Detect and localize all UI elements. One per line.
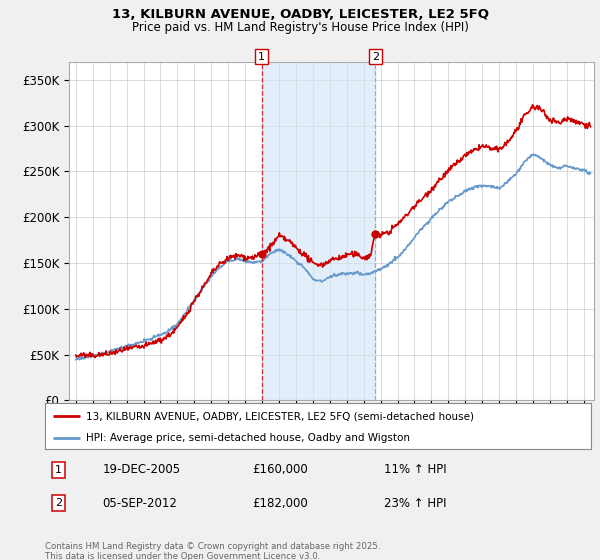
Bar bbox=[262, 62, 375, 400]
Text: Price paid vs. HM Land Registry's House Price Index (HPI): Price paid vs. HM Land Registry's House … bbox=[131, 21, 469, 34]
Text: £160,000: £160,000 bbox=[253, 463, 308, 476]
Text: Contains HM Land Registry data © Crown copyright and database right 2025.
This d: Contains HM Land Registry data © Crown c… bbox=[45, 542, 380, 560]
Text: £182,000: £182,000 bbox=[253, 497, 308, 510]
Text: 23% ↑ HPI: 23% ↑ HPI bbox=[383, 497, 446, 510]
Text: 11% ↑ HPI: 11% ↑ HPI bbox=[383, 463, 446, 476]
Text: 2: 2 bbox=[55, 498, 62, 508]
Text: 05-SEP-2012: 05-SEP-2012 bbox=[103, 497, 177, 510]
Text: HPI: Average price, semi-detached house, Oadby and Wigston: HPI: Average price, semi-detached house,… bbox=[86, 433, 410, 442]
Text: 2: 2 bbox=[371, 52, 379, 62]
Text: 13, KILBURN AVENUE, OADBY, LEICESTER, LE2 5FQ: 13, KILBURN AVENUE, OADBY, LEICESTER, LE… bbox=[112, 8, 488, 21]
Text: 1: 1 bbox=[55, 465, 62, 475]
Text: 19-DEC-2005: 19-DEC-2005 bbox=[103, 463, 181, 476]
Text: 1: 1 bbox=[258, 52, 265, 62]
Text: 13, KILBURN AVENUE, OADBY, LEICESTER, LE2 5FQ (semi-detached house): 13, KILBURN AVENUE, OADBY, LEICESTER, LE… bbox=[86, 411, 474, 421]
